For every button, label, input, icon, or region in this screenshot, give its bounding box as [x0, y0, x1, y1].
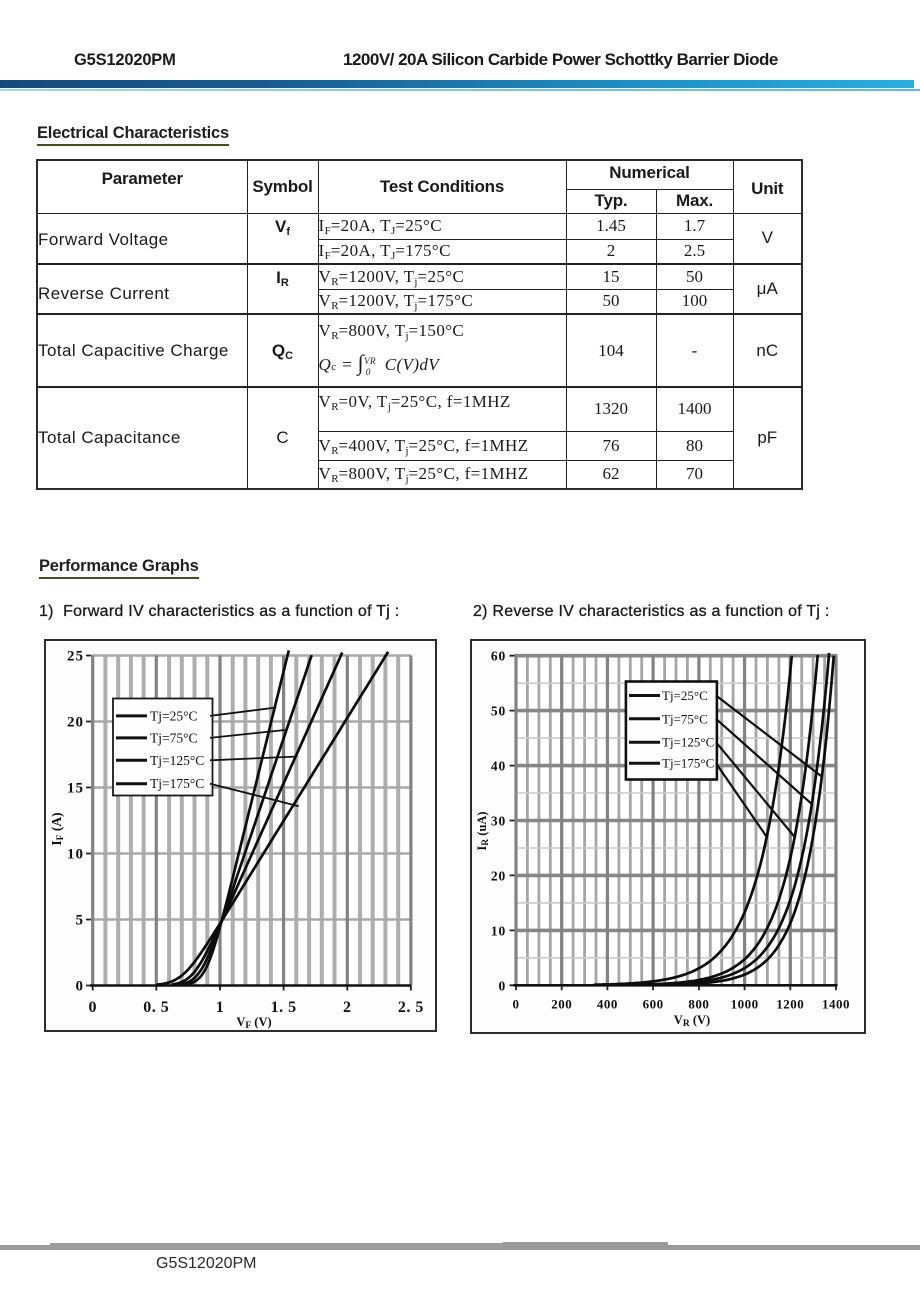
svg-text:0: 0: [88, 999, 97, 1016]
svg-text:60: 60: [491, 649, 506, 664]
svg-text:2: 2: [343, 999, 352, 1016]
svg-text:Tj=75°C: Tj=75°C: [150, 730, 198, 745]
svg-text:25: 25: [67, 649, 84, 665]
svg-text:Tj=125°C: Tj=125°C: [662, 735, 714, 750]
svg-text:40: 40: [491, 759, 506, 774]
svg-text:1200: 1200: [776, 997, 804, 1012]
svg-text:400: 400: [597, 997, 618, 1012]
svg-text:10: 10: [491, 923, 506, 938]
svg-text:20: 20: [491, 868, 506, 883]
svg-text:0. 5: 0. 5: [143, 999, 169, 1016]
svg-text:VF (V): VF (V): [236, 1015, 271, 1031]
svg-text:600: 600: [643, 997, 664, 1012]
svg-text:800: 800: [688, 997, 709, 1012]
svg-text:VR (V): VR (V): [674, 1013, 710, 1029]
svg-text:Tj=75°C: Tj=75°C: [662, 711, 708, 726]
svg-text:0: 0: [76, 979, 85, 995]
svg-text:Tj=175°C: Tj=175°C: [662, 756, 714, 771]
svg-text:Tj=25°C: Tj=25°C: [150, 708, 198, 723]
svg-text:0: 0: [498, 978, 506, 993]
svg-text:Tj=25°C: Tj=25°C: [662, 688, 708, 703]
svg-text:1400: 1400: [822, 997, 850, 1012]
svg-text:Tj=125°C: Tj=125°C: [150, 753, 204, 768]
svg-text:50: 50: [491, 704, 506, 719]
svg-text:0: 0: [513, 997, 520, 1012]
svg-text:1: 1: [216, 999, 225, 1016]
svg-text:10: 10: [67, 847, 84, 863]
svg-text:Tj=175°C: Tj=175°C: [150, 776, 204, 791]
svg-text:30: 30: [491, 814, 506, 829]
svg-text:20: 20: [67, 715, 84, 731]
svg-text:200: 200: [551, 997, 572, 1012]
svg-text:15: 15: [67, 781, 84, 797]
svg-text:2. 5: 2. 5: [398, 999, 424, 1016]
svg-text:1000: 1000: [731, 997, 759, 1012]
svg-text:IF (A): IF (A): [49, 812, 66, 845]
svg-text:5: 5: [76, 913, 85, 929]
svg-text:1. 5: 1. 5: [271, 999, 297, 1016]
